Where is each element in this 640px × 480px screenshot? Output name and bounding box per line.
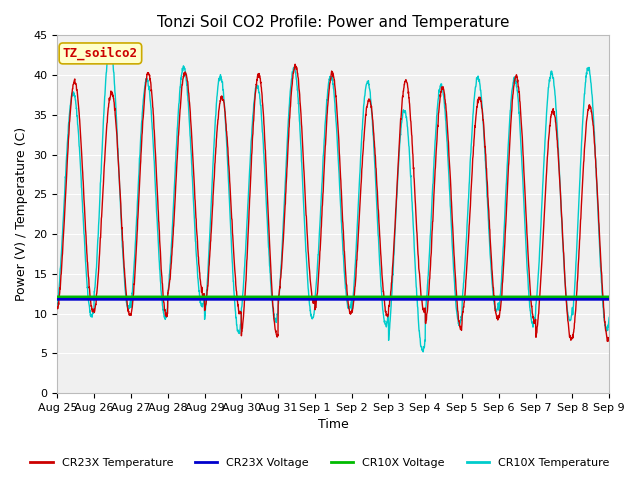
Title: Tonzi Soil CO2 Profile: Power and Temperature: Tonzi Soil CO2 Profile: Power and Temper… — [157, 15, 509, 30]
X-axis label: Time: Time — [318, 419, 349, 432]
Legend: CR23X Temperature, CR23X Voltage, CR10X Voltage, CR10X Temperature: CR23X Temperature, CR23X Voltage, CR10X … — [26, 453, 614, 472]
Y-axis label: Power (V) / Temperature (C): Power (V) / Temperature (C) — [15, 127, 28, 301]
Text: TZ_soilco2: TZ_soilco2 — [63, 47, 138, 60]
